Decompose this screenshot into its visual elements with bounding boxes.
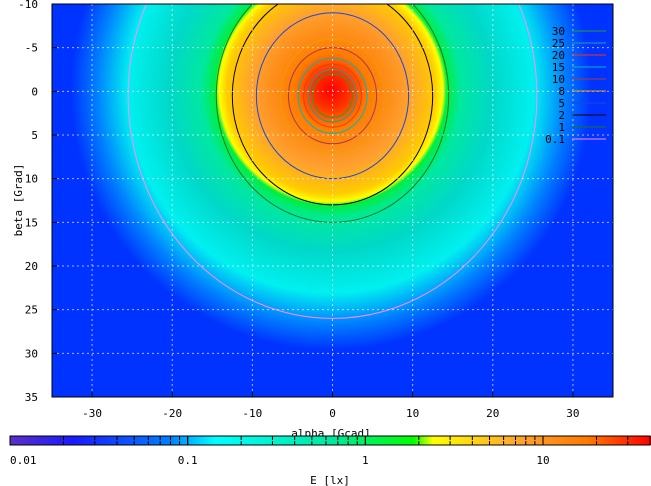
legend-label: 20 <box>552 49 565 62</box>
colorbar: 0.01 0.1 1 10 E [lx] <box>9 435 651 486</box>
x-tick-label: 0 <box>329 407 336 420</box>
legend-label: 30 <box>552 25 565 38</box>
x-tick-label: 20 <box>486 407 499 420</box>
y-tick-label: 30 <box>25 347 38 360</box>
contour-30 <box>311 73 354 119</box>
contour-8 <box>279 38 386 153</box>
y-tick-label: 0 <box>31 85 38 98</box>
legend-label: 8 <box>558 85 565 98</box>
x-tick-label: 30 <box>566 407 579 420</box>
colorbar-gradient <box>10 436 651 445</box>
legend-label: 5 <box>558 97 565 110</box>
y-axis-label: beta [Grad] <box>12 164 25 237</box>
x-tick-label: -10 <box>242 407 262 420</box>
y-tick-label: 5 <box>31 129 38 142</box>
colorbar-tick-label: 10 <box>536 454 549 467</box>
colorbar-tick-label: 0.1 <box>178 454 198 467</box>
y-tick-label: 25 <box>25 304 38 317</box>
contour-0_1 <box>127 4 538 319</box>
legend-label: 10 <box>552 73 565 86</box>
y-tick-label: 35 <box>25 391 38 404</box>
illuminance-field <box>71 4 591 350</box>
colorbar-label: E [lx] <box>310 474 350 486</box>
legend-label: 1 <box>558 121 565 134</box>
legend-label: 15 <box>552 61 565 74</box>
legend-label: 2 <box>558 109 565 122</box>
legend-label: 25 <box>552 37 565 50</box>
y-tick-label: 15 <box>25 216 38 229</box>
contour-15 <box>297 57 368 134</box>
y-tick-label: -5 <box>25 42 38 55</box>
y-tick-label: 10 <box>25 173 38 186</box>
x-tick-label: -30 <box>82 407 102 420</box>
x-tick-label: 10 <box>406 407 419 420</box>
colorbar-tick-label: 1 <box>362 454 369 467</box>
legend-label: 0.1 <box>545 133 565 146</box>
y-tick-label: 20 <box>25 260 38 273</box>
y-tick-label: -10 <box>18 0 38 11</box>
x-tick-label: -20 <box>162 407 182 420</box>
colorbar-tick-label: 0.01 <box>10 454 37 467</box>
